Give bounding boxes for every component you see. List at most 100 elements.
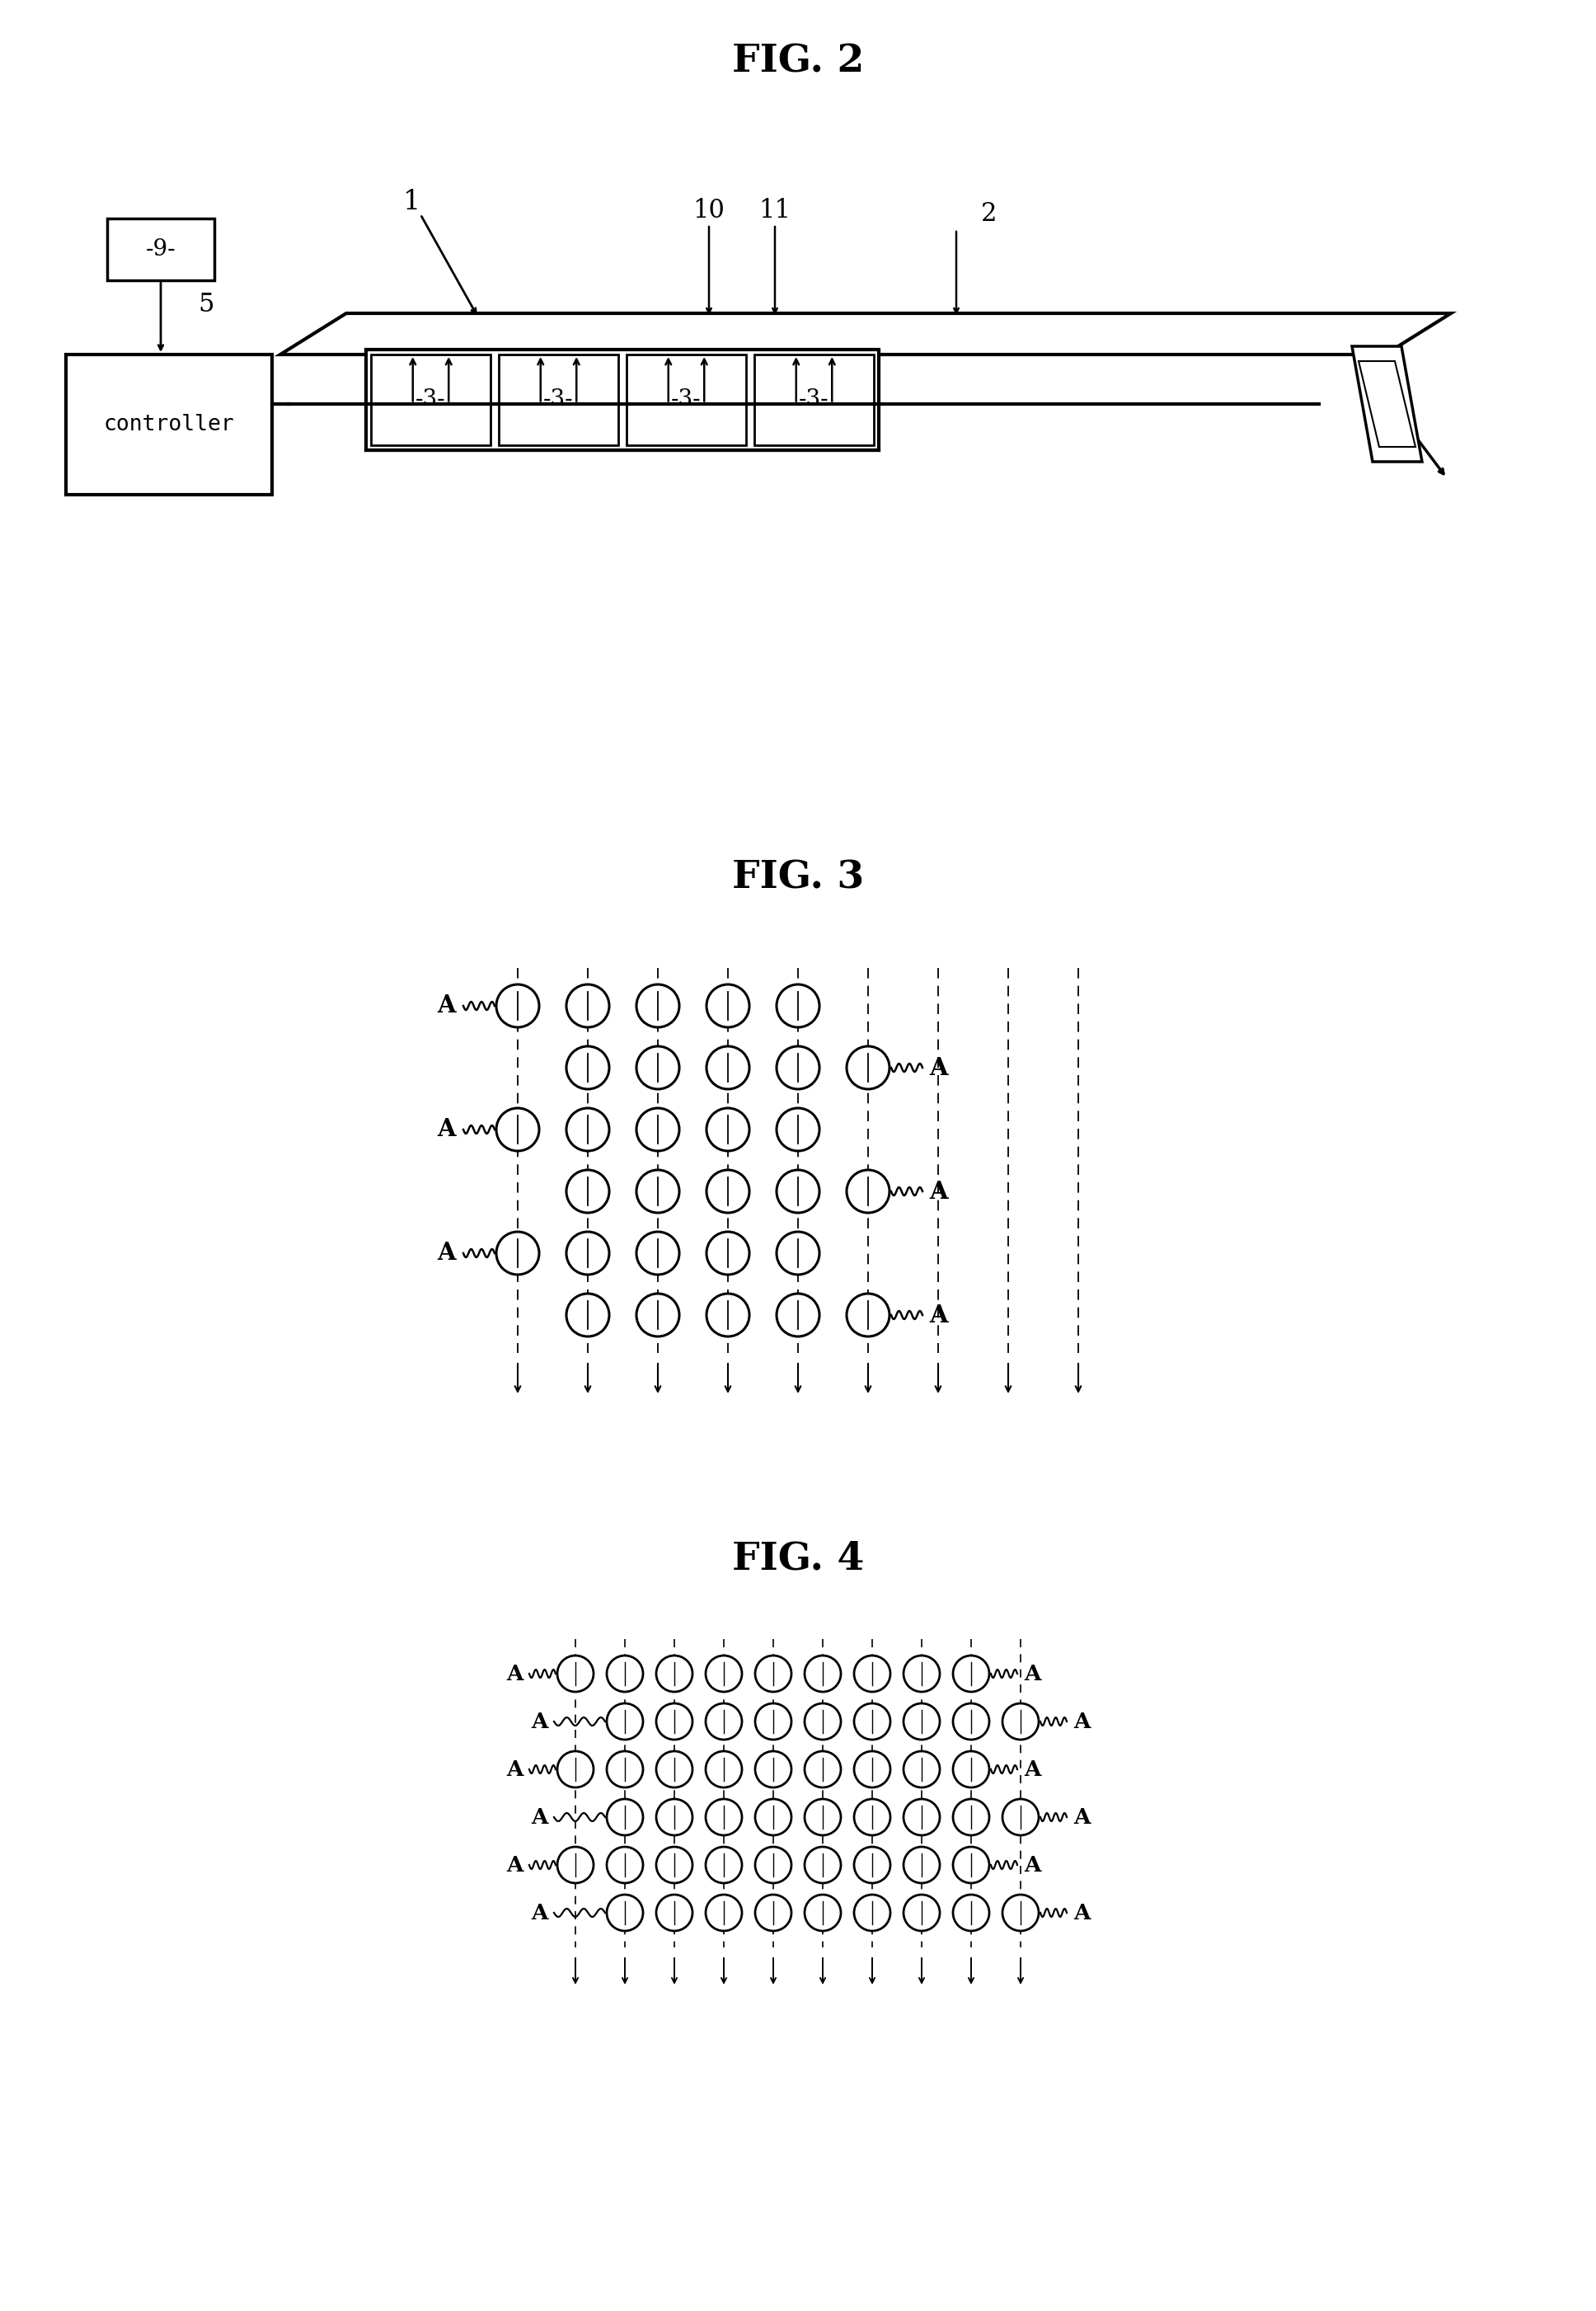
- Circle shape: [777, 1294, 819, 1336]
- Circle shape: [903, 1655, 940, 1692]
- Circle shape: [953, 1655, 990, 1692]
- Circle shape: [777, 984, 819, 1028]
- Text: A: A: [531, 1902, 547, 1923]
- Text: 2: 2: [982, 201, 998, 226]
- Text: A: A: [506, 1759, 523, 1779]
- Circle shape: [705, 1846, 742, 1883]
- FancyBboxPatch shape: [65, 354, 271, 495]
- Circle shape: [854, 1752, 891, 1786]
- Circle shape: [705, 1752, 742, 1786]
- Text: 1: 1: [404, 190, 421, 215]
- Text: A: A: [929, 1056, 948, 1079]
- Circle shape: [755, 1655, 792, 1692]
- Circle shape: [656, 1895, 693, 1932]
- Circle shape: [903, 1895, 940, 1932]
- Circle shape: [953, 1752, 990, 1786]
- Circle shape: [606, 1895, 643, 1932]
- Circle shape: [557, 1752, 594, 1786]
- Circle shape: [953, 1846, 990, 1883]
- Text: A: A: [929, 1303, 948, 1327]
- Circle shape: [705, 1798, 742, 1835]
- Circle shape: [777, 1107, 819, 1151]
- Circle shape: [606, 1655, 643, 1692]
- Circle shape: [903, 1703, 940, 1740]
- Circle shape: [637, 1294, 680, 1336]
- Circle shape: [606, 1798, 643, 1835]
- Text: A: A: [531, 1807, 547, 1828]
- Circle shape: [606, 1846, 643, 1883]
- Circle shape: [705, 1895, 742, 1932]
- Text: A: A: [1023, 1664, 1041, 1685]
- Text: controller: controller: [104, 414, 235, 434]
- Circle shape: [804, 1752, 841, 1786]
- Circle shape: [606, 1703, 643, 1740]
- Circle shape: [637, 984, 680, 1028]
- Circle shape: [707, 1232, 750, 1276]
- Circle shape: [953, 1703, 990, 1740]
- Text: 5: 5: [198, 291, 214, 319]
- Text: A: A: [929, 1179, 948, 1204]
- Circle shape: [567, 1232, 610, 1276]
- Circle shape: [637, 1232, 680, 1276]
- Circle shape: [637, 1047, 680, 1088]
- Text: -9-: -9-: [145, 238, 176, 261]
- Text: A: A: [437, 994, 456, 1017]
- Polygon shape: [281, 314, 1451, 354]
- Circle shape: [656, 1703, 693, 1740]
- Circle shape: [755, 1895, 792, 1932]
- Text: -3-: -3-: [800, 388, 830, 411]
- Text: FIG. 2: FIG. 2: [733, 44, 863, 81]
- Circle shape: [496, 1232, 539, 1276]
- Text: A: A: [437, 1241, 456, 1264]
- Text: 10: 10: [693, 196, 725, 224]
- Text: 11: 11: [758, 196, 792, 224]
- Circle shape: [804, 1703, 841, 1740]
- Circle shape: [707, 1107, 750, 1151]
- Text: A: A: [1073, 1807, 1090, 1828]
- Circle shape: [903, 1798, 940, 1835]
- Circle shape: [755, 1703, 792, 1740]
- Circle shape: [755, 1798, 792, 1835]
- Text: FIG. 4: FIG. 4: [733, 1539, 863, 1576]
- Circle shape: [637, 1169, 680, 1213]
- Circle shape: [656, 1655, 693, 1692]
- Polygon shape: [1358, 361, 1416, 446]
- Circle shape: [1002, 1703, 1039, 1740]
- Circle shape: [496, 1107, 539, 1151]
- Circle shape: [1002, 1798, 1039, 1835]
- Text: A: A: [531, 1710, 547, 1731]
- Circle shape: [903, 1846, 940, 1883]
- FancyBboxPatch shape: [365, 349, 879, 451]
- Circle shape: [567, 1107, 610, 1151]
- Text: -3-: -3-: [672, 388, 701, 411]
- Circle shape: [567, 1169, 610, 1213]
- Circle shape: [637, 1107, 680, 1151]
- Text: A: A: [1023, 1759, 1041, 1779]
- Circle shape: [777, 1047, 819, 1088]
- Circle shape: [804, 1655, 841, 1692]
- Circle shape: [606, 1752, 643, 1786]
- Circle shape: [953, 1895, 990, 1932]
- Text: A: A: [1073, 1710, 1090, 1731]
- FancyBboxPatch shape: [370, 354, 490, 446]
- Circle shape: [707, 984, 750, 1028]
- FancyBboxPatch shape: [627, 354, 745, 446]
- Circle shape: [557, 1655, 594, 1692]
- FancyBboxPatch shape: [498, 354, 618, 446]
- Circle shape: [567, 1047, 610, 1088]
- Circle shape: [777, 1232, 819, 1276]
- Circle shape: [953, 1798, 990, 1835]
- Circle shape: [707, 1047, 750, 1088]
- Text: A: A: [1023, 1856, 1041, 1874]
- Circle shape: [705, 1703, 742, 1740]
- Circle shape: [854, 1655, 891, 1692]
- Text: A: A: [1073, 1902, 1090, 1923]
- Circle shape: [804, 1798, 841, 1835]
- Text: A: A: [506, 1856, 523, 1874]
- Circle shape: [846, 1169, 889, 1213]
- Circle shape: [1002, 1895, 1039, 1932]
- Circle shape: [557, 1846, 594, 1883]
- Circle shape: [656, 1846, 693, 1883]
- Circle shape: [707, 1294, 750, 1336]
- Circle shape: [777, 1169, 819, 1213]
